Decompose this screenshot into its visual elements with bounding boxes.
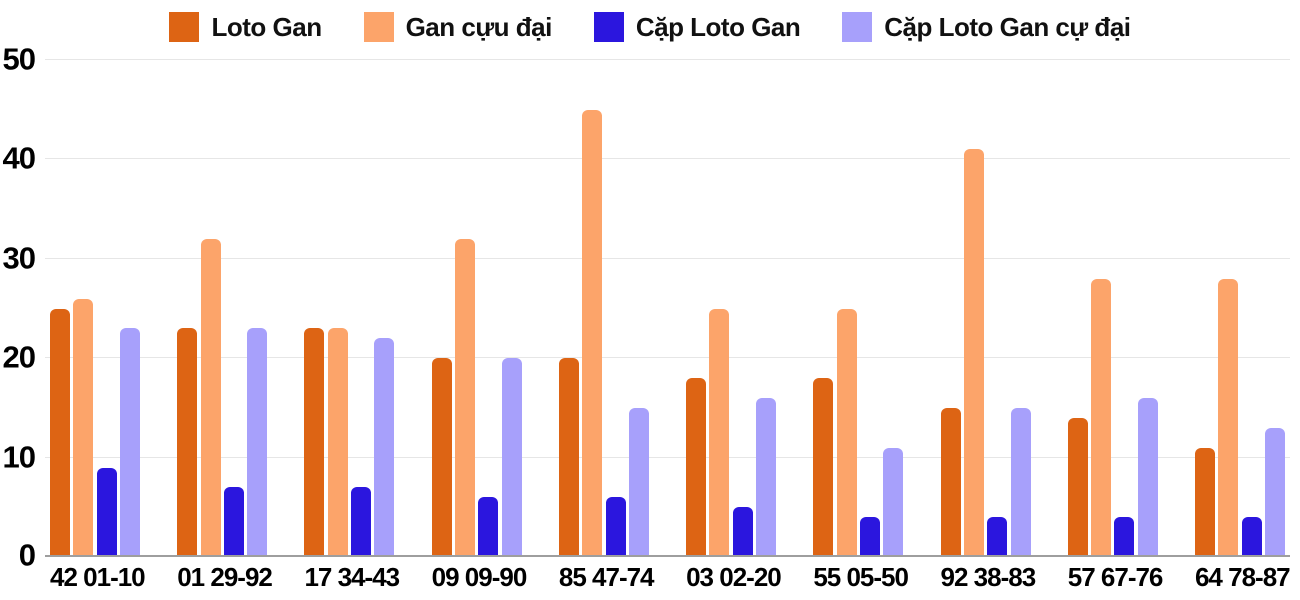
x-tick-label-85-47-74: 85 47-74 (558, 562, 655, 592)
bar-gan-cuu-ai-92-38-83[interactable] (963, 149, 984, 557)
bar-cap-loto-gan-cu-ai-57-67-76[interactable] (1137, 397, 1158, 557)
bar-group-09-09-90 (431, 60, 522, 557)
bar-group-92-38-83 (940, 60, 1031, 557)
bar-cap-loto-gan-cu-ai-17-34-43[interactable] (374, 338, 395, 557)
bar-loto-gan-64-78-87[interactable] (1194, 447, 1215, 557)
bar-gan-cuu-ai-57-67-76[interactable] (1091, 278, 1112, 557)
legend-label: Gan cựu đại (405, 11, 553, 42)
bar-group-64-78-87 (1194, 60, 1285, 557)
bar-cap-loto-gan-64-78-87[interactable] (1241, 517, 1262, 557)
plot-area: 0 10 20 30 40 50 (3, 44, 1290, 571)
gridline-30: 30 (3, 242, 1290, 273)
bar-cap-loto-gan-cu-ai-55-05-50[interactable] (883, 447, 904, 557)
bar-gan-cuu-ai-42-01-10[interactable] (73, 298, 94, 557)
y-tick-label-0: 0 (18, 537, 36, 573)
bar-gan-cuu-ai-17-34-43[interactable] (327, 328, 348, 557)
bar-cap-loto-gan-57-67-76[interactable] (1114, 517, 1135, 557)
bar-cap-loto-gan-cu-ai-92-38-83[interactable] (1010, 407, 1031, 557)
bar-group-55-05-50 (813, 60, 904, 557)
x-axis-line: 0 (19, 540, 1290, 571)
bar-loto-gan-85-47-74[interactable] (558, 358, 579, 557)
y-tick-label-20: 20 (2, 339, 36, 375)
bar-cap-loto-gan-55-05-50[interactable] (859, 517, 880, 557)
bar-cap-loto-gan-85-47-74[interactable] (605, 497, 626, 557)
x-tick-label-03-02-20: 03 02-20 (686, 562, 782, 592)
legend-swatch-icon (842, 12, 873, 42)
chart-legend: Loto Gan Gan cựu đại Cặp Loto Gan Cặp Loto … (0, 8, 1300, 46)
bar-group-03-02-20 (686, 60, 777, 557)
bar-cap-loto-gan-17-34-43[interactable] (351, 487, 372, 557)
bar-gan-cuu-ai-85-47-74[interactable] (582, 109, 603, 557)
gridline-20: 20 (3, 342, 1290, 373)
x-tick-label-09-09-90: 09 09-90 (431, 562, 528, 592)
legend-item-cap-loto-gan[interactable]: Cặp Loto Gan (593, 11, 801, 43)
bar-cap-loto-gan-cu-ai-09-09-90[interactable] (501, 358, 522, 557)
legend-label: Cặp Loto Gan (635, 11, 801, 42)
bar-group-42-01-10 (50, 60, 140, 557)
x-tick-label-57-67-76: 57 67-76 (1067, 562, 1164, 592)
bar-gan-cuu-ai-01-29-92[interactable] (200, 238, 221, 557)
x-axis-labels: 42 01-10 01 29-92 17 34-43 09 09-90 85 47-74… (45, 562, 1291, 593)
bar-group-85-47-74 (558, 60, 649, 557)
bar-cap-loto-gan-cu-ai-01-29-92[interactable] (247, 328, 268, 557)
bar-cap-loto-gan-cu-ai-85-47-74[interactable] (628, 407, 649, 557)
bar-loto-gan-42-01-10[interactable] (50, 308, 70, 557)
bar-cap-loto-gan-cu-ai-64-78-87[interactable] (1264, 427, 1285, 557)
x-tick-label-17-34-43: 17 34-43 (304, 562, 400, 592)
y-tick-label-40: 40 (2, 140, 36, 176)
bar-cap-loto-gan-42-01-10[interactable] (96, 467, 117, 557)
x-tick-label-92-38-83: 92 38-83 (940, 562, 1037, 592)
bar-cap-loto-gan-03-02-20[interactable] (732, 507, 753, 557)
x-tick-label-55-05-50: 55 05-50 (813, 562, 909, 592)
gridline-10: 10 (3, 441, 1290, 472)
bar-cap-loto-gan-92-38-83[interactable] (987, 517, 1008, 557)
bar-cap-loto-gan-cu-ai-03-02-20[interactable] (756, 397, 777, 557)
bar-group-17-34-43 (304, 60, 395, 557)
legend-item-cap-loto-gan-cu-ai[interactable]: Cặp Loto Gan cự đại (842, 11, 1131, 43)
gridline-50: 50 (3, 44, 1290, 75)
bar-group-57-67-76 (1067, 60, 1158, 557)
bar-cap-loto-gan-01-29-92[interactable] (223, 487, 244, 557)
bar-loto-gan-01-29-92[interactable] (177, 328, 198, 557)
bar-loto-gan-17-34-43[interactable] (304, 328, 325, 557)
legend-item-loto-gan[interactable]: Loto Gan (169, 11, 322, 43)
bar-loto-gan-03-02-20[interactable] (686, 378, 707, 557)
gridline-40: 40 (3, 143, 1290, 174)
bar-loto-gan-57-67-76[interactable] (1067, 417, 1088, 557)
x-tick-label-64-78-87: 64 78-87 (1194, 562, 1291, 592)
y-tick-label-50: 50 (2, 41, 36, 77)
bar-gan-cuu-ai-03-02-20[interactable] (709, 308, 730, 557)
legend-swatch-icon (363, 12, 394, 42)
bar-gan-cuu-ai-09-09-90[interactable] (454, 238, 475, 557)
legend-label: Loto Gan (211, 11, 322, 42)
bar-cap-loto-gan-cu-ai-42-01-10[interactable] (119, 328, 140, 557)
x-tick-label-42-01-10: 42 01-10 (50, 562, 146, 592)
bar-groups (45, 60, 1290, 557)
legend-label: Cặp Loto Gan cự đại (884, 11, 1131, 42)
bar-loto-gan-92-38-83[interactable] (940, 407, 961, 557)
bar-cap-loto-gan-09-09-90[interactable] (478, 497, 499, 557)
bar-group-01-29-92 (177, 60, 268, 557)
bar-loto-gan-09-09-90[interactable] (431, 358, 452, 557)
y-tick-label-30: 30 (2, 240, 36, 276)
legend-swatch-icon (593, 12, 624, 42)
y-tick-label-10: 10 (2, 439, 36, 475)
bar-gan-cuu-ai-55-05-50[interactable] (836, 308, 857, 557)
x-tick-label-01-29-92: 01 29-92 (177, 562, 273, 592)
legend-item-gan-cuu-ai[interactable]: Gan cựu đại (363, 11, 553, 43)
bar-loto-gan-55-05-50[interactable] (813, 378, 834, 557)
legend-swatch-icon (169, 12, 200, 42)
bar-gan-cuu-ai-64-78-87[interactable] (1218, 278, 1239, 557)
